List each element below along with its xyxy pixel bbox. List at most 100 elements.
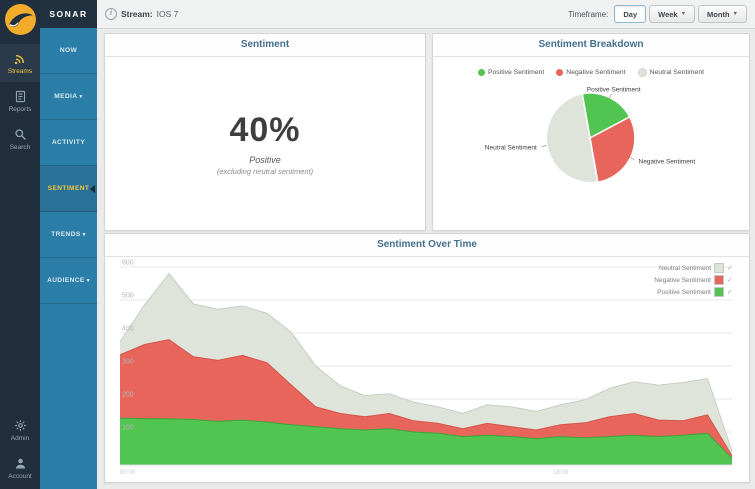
area-legend-item-neutral-sentiment[interactable]: Neutral Sentiment ✓	[654, 263, 735, 273]
rail-item-label: Streams	[7, 68, 33, 75]
menu-item-audience[interactable]: AUDIENCE ▾	[40, 258, 97, 304]
menu-nav: NOW MEDIA ▾ ACTIVITY SENTIMENT TRENDS ▾ AUDIENC…	[40, 28, 97, 304]
timeframe-button-label: Week	[658, 9, 678, 19]
sentiment-value-note: (excluding neutral sentiment)	[216, 166, 314, 176]
pie-slice-neutral-sentiment[interactable]	[545, 92, 599, 184]
rail-item-label: Account	[8, 473, 32, 480]
legend-dot-icon	[556, 68, 564, 76]
y-tick-label: 600	[122, 260, 134, 267]
nav-menu: SONAR NOW MEDIA ▾ ACTIVITY SENTIMENT TRENDS ▾ A…	[40, 0, 97, 489]
legend-swatch-icon	[714, 287, 724, 297]
sonar-logo-icon	[4, 4, 36, 35]
search-icon	[0, 128, 40, 142]
over-time-card-title: Sentiment Over Time	[105, 234, 749, 257]
sentiment-area-chart: 100 200 300 400 500 600 00:00 18:00	[119, 260, 733, 476]
x-tick-label: 18:00	[553, 470, 569, 476]
x-tick-label: 00:00	[120, 470, 136, 476]
timeframe-month-button[interactable]: Month ▼	[698, 5, 747, 23]
menu-item-label: AUDIENCE	[47, 277, 85, 284]
checkmark-icon: ✓	[727, 277, 733, 284]
timeframe-day-button[interactable]: Day	[614, 5, 647, 23]
timeframe-label: Timeframe:	[568, 9, 609, 19]
chevron-down-icon: ▾	[86, 277, 90, 284]
legend-label: Neutral Sentiment	[649, 68, 705, 76]
y-tick-label: 300	[122, 359, 134, 366]
sentiment-card-body: 40% Positive (excluding neutral sentimen…	[105, 57, 425, 245]
rail-nav-bottom: Admin Account	[0, 411, 40, 487]
icon-rail: Streams Reports Search Admin Account	[0, 0, 40, 489]
timeframe-week-button[interactable]: Week ▼	[649, 5, 696, 23]
rail-item-label: Admin	[10, 435, 30, 442]
area-legend-label: Negative Sentiment	[654, 276, 711, 284]
legend-swatch-icon	[714, 263, 724, 273]
y-tick-label: 200	[122, 392, 134, 399]
rail-item-label: Search	[9, 144, 31, 151]
checkmark-icon: ✓	[727, 289, 733, 296]
breakdown-card-title: Sentiment Breakdown	[433, 34, 749, 57]
area-series-edge	[119, 339, 733, 457]
pie-legend-item-negative-sentiment[interactable]: Negative Sentiment	[556, 68, 626, 76]
legend-label: Positive Sentiment	[487, 68, 545, 76]
checkmark-icon: ✓	[727, 265, 733, 272]
pie-label-tick	[608, 93, 612, 99]
streams-icon	[0, 52, 40, 66]
y-tick-label: 400	[122, 326, 134, 333]
menu-item-trends[interactable]: TRENDS ▾	[40, 212, 97, 258]
sentiment-card-title: Sentiment	[105, 34, 425, 57]
chevron-down-icon: ▼	[680, 11, 687, 17]
sentiment-pie-chart[interactable]: Positive Sentiment Negative Sentiment Neut…	[433, 80, 747, 226]
main-area: i Stream: IOS 7 Timeframe: Day Week ▼ Month…	[97, 0, 755, 489]
legend-label: Negative Sentiment	[566, 68, 626, 76]
legend-swatch-icon	[714, 275, 724, 285]
chevron-down-icon: ▾	[79, 93, 83, 100]
timeframe-button-group: Day Week ▼ Month ▼	[614, 5, 747, 23]
menu-item-activity[interactable]: ACTIVITY	[40, 120, 97, 166]
rail-nav-top: Streams Reports Search	[0, 44, 40, 158]
rail-item-reports[interactable]: Reports	[0, 82, 40, 120]
area-series-edge	[119, 272, 733, 452]
app-name: SONAR	[40, 0, 97, 28]
area-legend: Neutral Sentiment ✓ Negative Sentiment ✓ Pos…	[654, 263, 735, 299]
sentiment-value-label: Positive	[249, 154, 281, 165]
y-tick-label: 100	[122, 425, 134, 432]
rail-item-account[interactable]: Account	[0, 449, 40, 487]
y-tick-label: 500	[122, 293, 134, 300]
pie-legend-item-positive-sentiment[interactable]: Positive Sentiment	[477, 68, 545, 76]
area-series-edge	[119, 417, 733, 459]
pie-slice-label: Negative Sentiment	[639, 159, 696, 166]
pie-slice-label: Neutral Sentiment	[485, 144, 537, 151]
menu-item-sentiment[interactable]: SENTIMENT	[40, 166, 97, 212]
app-logo[interactable]	[4, 3, 37, 36]
pie-label-tick	[629, 156, 635, 160]
menu-item-now[interactable]: NOW	[40, 28, 97, 74]
chevron-down-icon: ▾	[82, 231, 86, 238]
over-time-chart-wrap: 100 200 300 400 500 600 00:00 18:00 Neutral Sen…	[105, 257, 749, 481]
area-series-positive-sentiment[interactable]	[120, 418, 732, 465]
sentiment-breakdown-card: Sentiment Breakdown Positive Sentiment Ne…	[432, 33, 750, 231]
sentiment-value: 40%	[229, 110, 301, 149]
menu-item-media[interactable]: MEDIA ▾	[40, 74, 97, 120]
topbar: i Stream: IOS 7 Timeframe: Day Week ▼ Month…	[97, 0, 755, 29]
pie-legend-item-neutral-sentiment[interactable]: Neutral Sentiment	[637, 67, 705, 77]
timeframe-button-label: Day	[623, 9, 638, 19]
menu-item-label: NOW	[59, 47, 78, 54]
menu-item-label: SENTIMENT	[47, 185, 90, 192]
stream-value: IOS 7	[156, 9, 179, 19]
rail-item-admin[interactable]: Admin	[0, 411, 40, 449]
pie-label-tick	[541, 145, 547, 147]
rail-item-streams[interactable]: Streams	[0, 44, 40, 82]
area-legend-label: Neutral Sentiment	[658, 264, 711, 272]
reports-icon	[0, 90, 40, 104]
account-icon	[0, 457, 40, 471]
rail-item-search[interactable]: Search	[0, 120, 40, 158]
stream-label: Stream:	[121, 9, 153, 19]
area-legend-item-positive-sentiment[interactable]: Positive Sentiment ✓	[654, 287, 735, 297]
menu-item-label: ACTIVITY	[51, 139, 86, 146]
sentiment-over-time-card: Sentiment Over Time 100 200 300 400 500 600 00…	[104, 233, 750, 483]
pie-legend: Positive Sentiment Negative Sentiment Neut…	[433, 66, 749, 78]
info-icon: i	[105, 8, 117, 20]
sentiment-card: Sentiment 40% Positive (excluding neutra…	[104, 33, 426, 231]
area-legend-label: Positive Sentiment	[657, 288, 711, 296]
area-legend-item-negative-sentiment[interactable]: Negative Sentiment ✓	[654, 275, 735, 285]
